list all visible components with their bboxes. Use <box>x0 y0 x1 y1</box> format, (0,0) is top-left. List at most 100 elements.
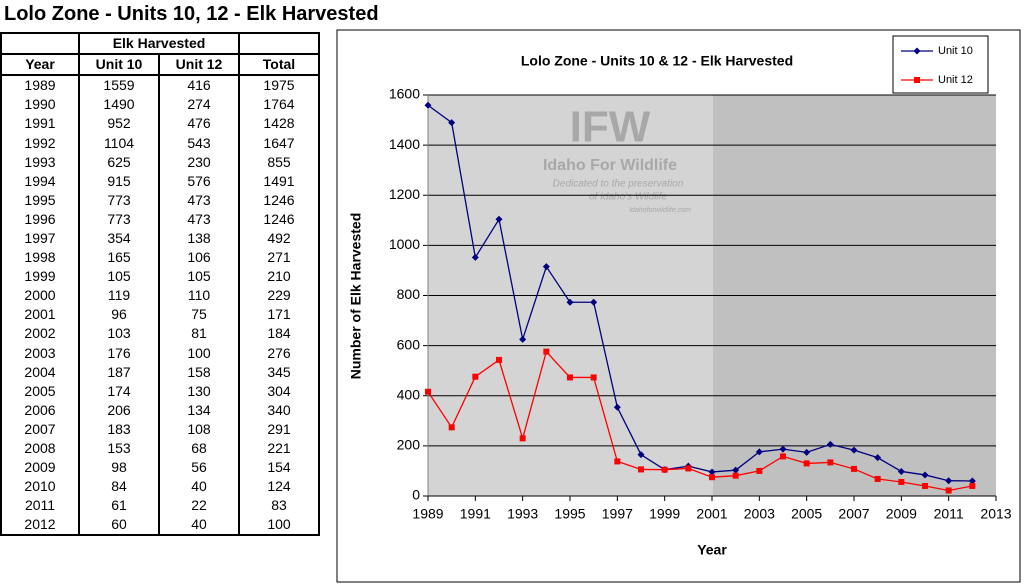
table-cell: 98 <box>78 458 160 478</box>
table-cell: 138 <box>158 228 240 249</box>
watermark-text: of Idaho's Wildlife <box>589 192 667 203</box>
legend-marker <box>913 47 921 55</box>
table-cell: 100 <box>238 515 320 537</box>
table-cell: 56 <box>158 458 240 478</box>
table-cell: 154 <box>238 458 320 478</box>
marker <box>637 451 645 459</box>
table-row: 2010 84 40 124 <box>0 477 320 497</box>
table-cell: 153 <box>78 438 160 459</box>
chart-frame <box>336 29 1021 583</box>
table-row: 1998 165 106 271 <box>0 248 320 268</box>
table-cell: 2007 <box>0 419 80 439</box>
table-cell: 304 <box>238 381 320 401</box>
marker <box>519 335 527 343</box>
blank-cell <box>0 31 79 55</box>
x-axis-title: Year <box>697 542 727 558</box>
table-cell: 108 <box>158 419 240 439</box>
table-cell: 1994 <box>0 171 80 191</box>
marker <box>803 460 810 467</box>
table-row: 1997 354 138 492 <box>0 228 320 249</box>
table-cell: 210 <box>238 267 320 287</box>
marker <box>543 348 550 355</box>
table-row: 2003 176 100 276 <box>0 343 320 363</box>
table-row: 1993 625 230 855 <box>0 152 320 172</box>
table-cell: 103 <box>78 324 160 344</box>
table-cell: 105 <box>158 267 240 287</box>
marker <box>827 459 834 466</box>
marker <box>755 448 763 456</box>
legend-marker <box>914 77 920 83</box>
table-cell: 187 <box>78 362 160 382</box>
table-cell: 171 <box>238 305 320 325</box>
marker <box>803 448 811 456</box>
column-header: Unit 12 <box>158 53 240 77</box>
marker <box>874 475 881 482</box>
table-row: 2011 61 22 83 <box>0 496 320 516</box>
table-cell: 158 <box>158 362 240 382</box>
series-line <box>427 350 973 492</box>
x-tick-label: 1995 <box>554 506 585 522</box>
table-cell: 1490 <box>78 95 160 115</box>
table-cell: 1428 <box>238 114 320 134</box>
table-row: 2001 96 75 171 <box>0 305 320 325</box>
y-tick-label: 1600 <box>389 86 420 102</box>
table-cell: 1559 <box>78 75 160 96</box>
table-row: 2012 60 40 100 <box>0 515 320 537</box>
table-cell: 124 <box>238 477 320 497</box>
table-cell: 354 <box>78 228 160 249</box>
table-cell: 345 <box>238 362 320 382</box>
table-cell: 183 <box>78 419 160 439</box>
table-cell: 1246 <box>238 190 320 210</box>
table-cell: 2009 <box>0 458 80 478</box>
table-row: 2000 119 110 229 <box>0 286 320 306</box>
table-cell: 1993 <box>0 152 80 172</box>
marker <box>874 454 882 462</box>
x-tick-label: 1993 <box>507 506 538 522</box>
x-tick-label: 2003 <box>744 506 775 522</box>
table-cell: 40 <box>158 477 240 497</box>
table-cell: 952 <box>78 114 160 134</box>
table-row: 2004 187 158 345 <box>0 362 320 382</box>
marker <box>850 446 858 454</box>
x-tick-label: 1989 <box>412 506 443 522</box>
x-tick-label: 2007 <box>838 506 869 522</box>
table-row: 2006 206 134 340 <box>0 400 320 420</box>
table-cell: 134 <box>158 400 240 420</box>
x-tick-label: 1991 <box>460 506 491 522</box>
marker <box>732 466 740 474</box>
table-cell: 2004 <box>0 362 80 382</box>
marker <box>471 253 479 261</box>
marker <box>898 478 905 485</box>
table-cell: 40 <box>158 515 240 537</box>
table-cell: 473 <box>158 190 240 210</box>
table-cell: 1992 <box>0 133 80 153</box>
marker <box>708 468 716 476</box>
marker <box>921 471 929 479</box>
legend-label: Unit 10 <box>938 45 973 57</box>
table-cell: 75 <box>158 305 240 325</box>
table-cell: 1989 <box>0 75 80 96</box>
x-tick-label: 2001 <box>696 506 727 522</box>
table-cell: 543 <box>158 133 240 153</box>
marker <box>566 298 574 306</box>
table-cell: 416 <box>158 75 240 96</box>
table-cell: 276 <box>238 343 320 363</box>
marker <box>709 474 715 481</box>
marker <box>590 374 597 381</box>
table-cell: 2003 <box>0 343 80 363</box>
x-tick-label: 1999 <box>649 506 680 522</box>
marker <box>590 298 598 306</box>
y-tick-label: 1000 <box>389 236 420 252</box>
marker <box>969 482 976 489</box>
marker <box>922 482 928 489</box>
marker <box>684 462 692 470</box>
y-tick-label: 1400 <box>389 136 420 152</box>
marker <box>613 403 621 411</box>
table-cell: 174 <box>78 381 160 401</box>
table-cell: 130 <box>158 381 240 401</box>
table-cell: 1104 <box>78 133 160 153</box>
table-cell: 100 <box>158 343 240 363</box>
marker <box>496 356 502 363</box>
table-cell: 229 <box>238 286 320 306</box>
